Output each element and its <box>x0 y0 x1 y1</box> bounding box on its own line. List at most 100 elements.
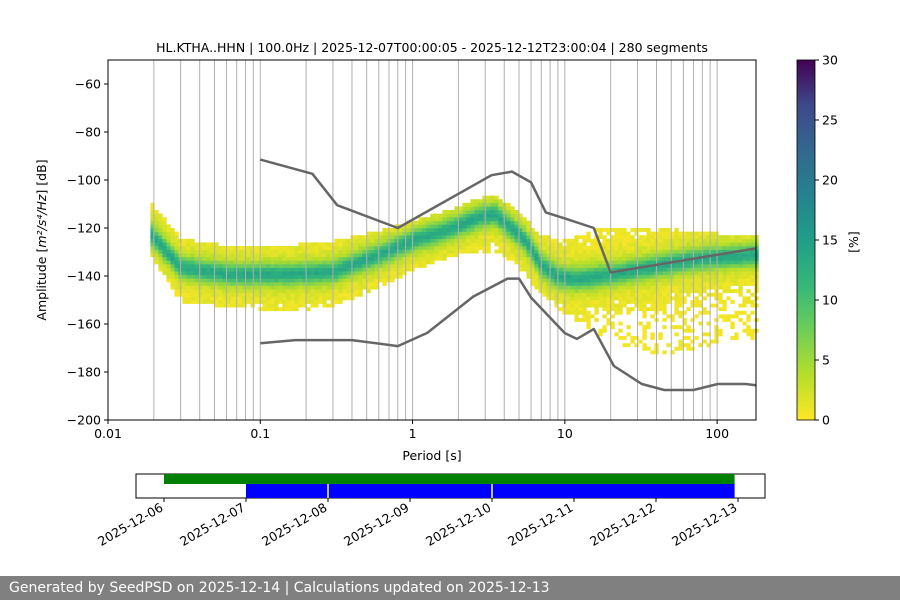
psd-heatmap-cell <box>426 249 431 254</box>
psd-heatmap-cell <box>702 267 707 272</box>
psd-heatmap-cell <box>214 264 219 268</box>
psd-heatmap-cell <box>594 253 599 258</box>
psd-heatmap-cell <box>702 256 707 261</box>
psd-heatmap-cell <box>226 274 231 279</box>
psd-heatmap-cell <box>626 307 631 312</box>
psd-heatmap-cell <box>570 256 575 261</box>
psd-heatmap-cell <box>550 242 555 247</box>
psd-heatmap-cell <box>578 310 583 315</box>
psd-heatmap-cell <box>374 260 379 265</box>
psd-heatmap-cell <box>478 246 483 250</box>
psd-heatmap-cell <box>570 310 575 315</box>
psd-heatmap-cell <box>250 300 255 304</box>
psd-heatmap-cell <box>162 224 167 229</box>
psd-heatmap-cell <box>510 256 515 261</box>
psd-heatmap-cell <box>150 224 155 229</box>
psd-heatmap-cell <box>498 213 503 218</box>
psd-heatmap-cell <box>574 264 579 268</box>
psd-heatmap-cell <box>374 253 379 258</box>
psd-heatmap-cell <box>738 285 743 290</box>
psd-heatmap-cell <box>698 274 703 279</box>
psd-heatmap-cell <box>554 267 559 272</box>
psd-heatmap-cell <box>206 296 211 301</box>
psd-heatmap-cell <box>314 264 319 268</box>
psd-heatmap-cell <box>514 220 519 225</box>
psd-heatmap-cell <box>458 210 463 214</box>
psd-heatmap-cell <box>374 282 379 286</box>
psd-heatmap-cell <box>250 274 255 279</box>
psd-heatmap-cell <box>738 253 743 258</box>
psd-heatmap-cell <box>710 238 715 243</box>
psd-heatmap-cell <box>262 307 267 312</box>
psd-heatmap-cell <box>366 289 371 294</box>
psd-heatmap-cell <box>310 246 315 250</box>
psd-heatmap-cell <box>450 220 455 225</box>
psd-heatmap-cell <box>510 228 515 232</box>
psd-heatmap-cell <box>634 300 639 304</box>
psd-heatmap-cell <box>526 220 531 225</box>
psd-heatmap-cell <box>726 267 731 272</box>
psd-heatmap-cell <box>206 285 211 290</box>
psd-heatmap-cell <box>634 303 639 308</box>
psd-heatmap-cell <box>558 274 563 279</box>
psd-heatmap-cell <box>462 228 467 232</box>
psd-heatmap-cell <box>150 206 155 211</box>
psd-heatmap-cell <box>570 267 575 272</box>
psd-heatmap-cell <box>586 267 591 272</box>
psd-heatmap-cell <box>730 282 735 286</box>
x-tick-label: 1 <box>409 426 417 441</box>
psd-heatmap-cell <box>546 256 551 261</box>
psd-heatmap-cell <box>670 246 675 250</box>
psd-heatmap-cell <box>746 314 751 319</box>
psd-heatmap-cell <box>566 249 571 254</box>
y-tick-label: −180 <box>67 365 101 380</box>
psd-heatmap-cell <box>154 249 159 254</box>
psd-heatmap-cell <box>242 264 247 268</box>
psd-heatmap-cell <box>638 303 643 308</box>
psd-heatmap-cell <box>310 285 315 290</box>
psd-heatmap-cell <box>570 249 575 254</box>
colorbar-tick-label: 10 <box>822 293 838 308</box>
psd-heatmap-cell <box>578 264 583 268</box>
psd-heatmap-cell <box>626 260 631 265</box>
psd-heatmap-cell <box>434 228 439 232</box>
psd-heatmap-cell <box>730 325 735 330</box>
psd-heatmap-cell <box>290 256 295 261</box>
psd-heatmap-cell <box>630 339 635 344</box>
psd-heatmap-cell <box>538 285 543 290</box>
psd-heatmap-cell <box>482 213 487 218</box>
psd-heatmap-cell <box>182 256 187 261</box>
psd-heatmap-cell <box>478 206 483 211</box>
psd-heatmap-cell <box>162 235 167 240</box>
psd-heatmap-cell <box>346 253 351 258</box>
psd-heatmap-cell <box>474 199 479 204</box>
psd-heatmap-cell <box>554 238 559 243</box>
psd-heatmap-cell <box>450 210 455 214</box>
psd-heatmap-cell <box>650 271 655 276</box>
psd-heatmap-cell <box>398 256 403 261</box>
psd-heatmap-cell <box>298 256 303 261</box>
psd-heatmap-cell <box>586 282 591 286</box>
psd-heatmap-cell <box>358 271 363 276</box>
psd-heatmap-cell <box>646 235 651 240</box>
psd-heatmap-cell <box>214 242 219 247</box>
psd-heatmap-cell <box>366 238 371 243</box>
psd-heatmap-cell <box>274 303 279 308</box>
psd-heatmap-cell <box>690 346 695 351</box>
psd-heatmap-cell <box>686 264 691 268</box>
psd-heatmap-cell <box>734 282 739 286</box>
psd-heatmap-cell <box>174 242 179 247</box>
psd-heatmap-cell <box>750 235 755 240</box>
psd-heatmap-cell <box>254 246 259 250</box>
psd-heatmap-cell <box>750 242 755 247</box>
psd-heatmap-cell <box>318 271 323 276</box>
psd-heatmap-cell <box>214 267 219 272</box>
psd-heatmap-cell <box>418 249 423 254</box>
psd-heatmap-cell <box>446 210 451 214</box>
psd-heatmap-cell <box>434 231 439 236</box>
psd-heatmap-cell <box>298 242 303 247</box>
psd-heatmap-cell <box>218 282 223 286</box>
psd-heatmap-cell <box>742 328 747 333</box>
psd-heatmap-cell <box>610 228 615 232</box>
psd-heatmap-cell <box>166 242 171 247</box>
